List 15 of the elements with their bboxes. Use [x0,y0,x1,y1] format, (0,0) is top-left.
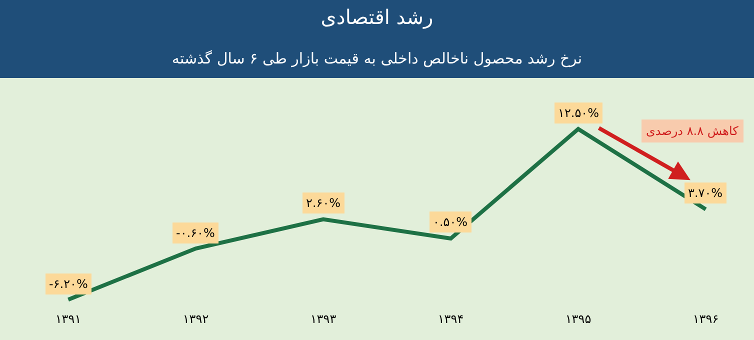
data-label: ۱۲.۵۰% [558,106,599,120]
data-label: ۰.۵۰% [433,215,468,229]
data-label: -۰.۶۰% [176,226,215,240]
data-label: ۲.۶۰% [306,196,341,210]
x-tick-label: ۱۳۹۳ [310,312,337,326]
chart-subtitle: نرخ رشد محصول ناخالص داخلی به قیمت بازار طی ۶ سال گذشته [172,50,582,68]
chart-title: رشد اقتصادی [320,5,434,30]
data-label: -۶.۲۰% [49,277,88,291]
data-label: ۳.۷۰% [688,186,723,200]
x-tick-label: ۱۳۹۱ [55,312,82,326]
x-tick-label: ۱۳۹۵ [565,312,592,326]
x-tick-label: ۱۳۹۶ [692,312,719,326]
annotation: کاهش ۸.۸ درصدی [646,124,739,138]
x-tick-label: ۱۳۹۴ [438,312,464,326]
x-tick-label: ۱۳۹۲ [182,312,209,326]
